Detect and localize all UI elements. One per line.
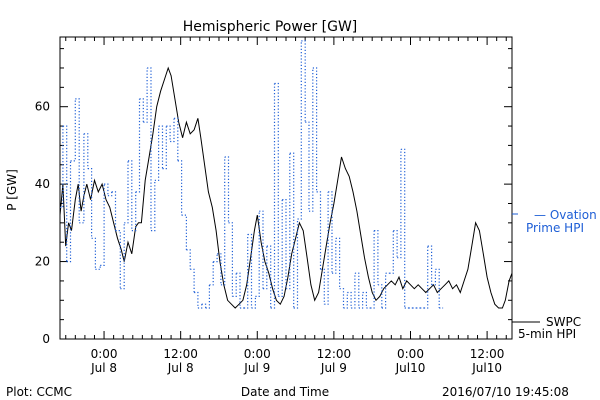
- x-tick-date-label: Jul 8: [167, 361, 194, 375]
- y-axis-label: P [GW]: [5, 169, 19, 211]
- plot-label: Plot: CCMC: [6, 385, 72, 399]
- series-swpc-line: [59, 66, 513, 309]
- x-tick-time-label: 12:00: [470, 347, 505, 361]
- chart-title: Hemispheric Power [GW]: [183, 19, 358, 35]
- x-tick-date-label: Jul 9: [243, 361, 270, 375]
- legend: — Ovation Prime HPI SWPC 5-min HPI: [512, 208, 597, 341]
- x-tick-time-label: 0:00: [397, 347, 424, 361]
- x-tick-time-label: 0:00: [244, 347, 271, 361]
- x-tick-date-label: Jul 9: [320, 361, 347, 375]
- series-layer: [59, 40, 513, 309]
- x-tick-time-label: 12:00: [163, 347, 198, 361]
- y-tick-label: 60: [35, 100, 50, 114]
- x-axis-label: Date and Time: [241, 385, 329, 399]
- y-tick-label: 20: [35, 255, 50, 269]
- x-tick-date-label: Jul 8: [90, 361, 117, 375]
- y-tick-label: 40: [35, 177, 50, 191]
- x-tick-date-label: Jul10: [395, 361, 426, 375]
- timestamp: 2016/07/10 19:45:08: [442, 385, 569, 399]
- x-tick-date-label: Jul10: [471, 361, 502, 375]
- legend-ovation-line2: Prime HPI: [526, 221, 584, 235]
- y-tick-label: 0: [42, 332, 50, 346]
- series-ovation-prime-line: [60, 40, 444, 309]
- legend-swpc-line1: SWPC: [546, 315, 581, 329]
- x-tick-time-label: 12:00: [317, 347, 352, 361]
- y-axis: 0 20 40 60: [35, 48, 512, 346]
- x-tick-time-label: 0:00: [91, 347, 118, 361]
- legend-ovation-line1: — Ovation: [534, 208, 597, 222]
- legend-swpc-line2: 5-min HPI: [518, 327, 576, 341]
